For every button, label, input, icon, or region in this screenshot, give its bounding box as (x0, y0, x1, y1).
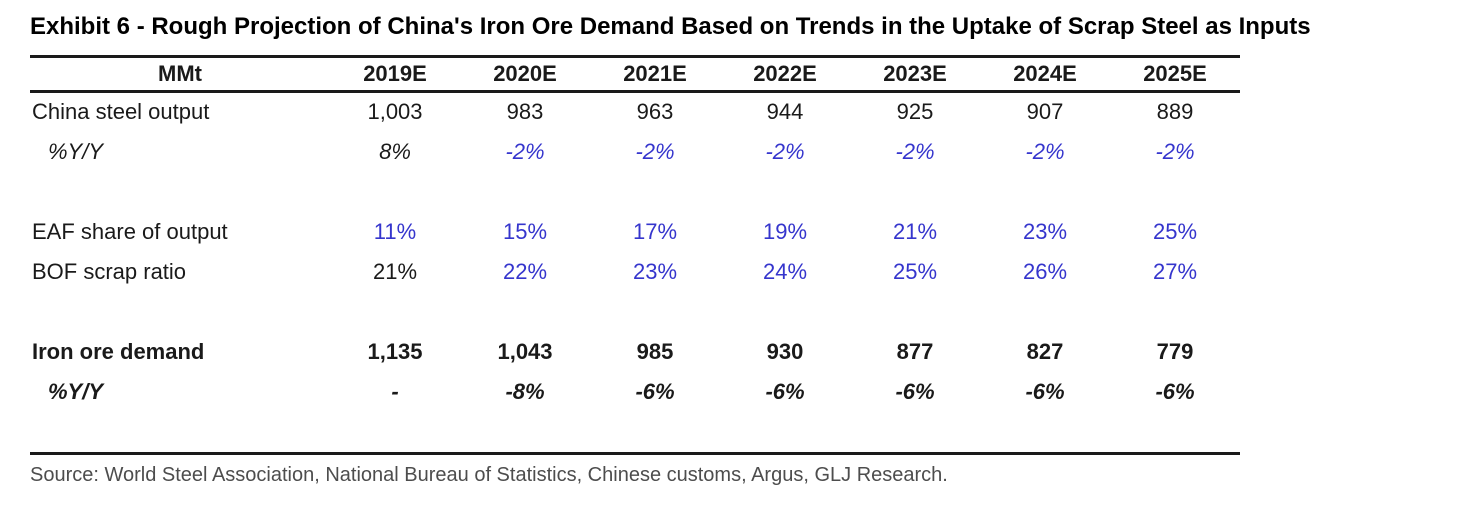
table-cell: 22% (502, 258, 548, 284)
column-header-2022e: 2022E (753, 61, 817, 86)
table-cell: -6% (765, 378, 805, 404)
column-header-2023e: 2023E (883, 61, 947, 86)
row-label: EAF share of output (32, 218, 228, 244)
table-cell: 26% (1022, 258, 1068, 284)
table-cell: 983 (506, 99, 544, 125)
table-cell: -6% (1025, 378, 1065, 404)
column-header-2024e: 2024E (1013, 61, 1077, 86)
table-cell: 21% (372, 258, 418, 284)
unit-header: MMt (158, 61, 202, 86)
table-cell: 17% (632, 218, 678, 244)
table-row-iron-ore-yoy: %Y/Y - -8% -6% -6% -6% -6% -6% (30, 372, 1240, 412)
table-cell: 779 (1156, 338, 1194, 364)
table-row-iron-ore-demand: Iron ore demand 1,135 1,043 985 930 877 … (30, 332, 1240, 372)
table-row-steel-output-yoy: %Y/Y 8% -2% -2% -2% -2% -2% -2% (30, 132, 1240, 172)
table-cell: 907 (1026, 99, 1064, 125)
table-cell: 877 (896, 338, 934, 364)
spacer-row (30, 292, 1240, 332)
table-cell: 27% (1152, 258, 1198, 284)
table-cell: 23% (632, 258, 678, 284)
table-cell: 25% (892, 258, 938, 284)
column-header-2021e: 2021E (623, 61, 687, 86)
table-cell: - (391, 378, 399, 404)
source-note: Source: World Steel Association, Nationa… (30, 464, 948, 486)
table-cell: -6% (635, 378, 675, 404)
projection-table: MMt 2019E 2020E 2021E 2022E 2023E 2024E … (30, 55, 1240, 412)
table-row-bof-scrap-ratio: BOF scrap ratio 21% 22% 23% 24% 25% 26% … (30, 252, 1240, 292)
table-cell: 827 (1026, 338, 1064, 364)
table-cell: 19% (762, 218, 808, 244)
table-cell: 1,135 (367, 338, 423, 364)
column-header-2020e: 2020E (493, 61, 557, 86)
table-cell: 15% (502, 218, 548, 244)
row-label: BOF scrap ratio (32, 258, 187, 284)
table-cell: -2% (765, 138, 805, 164)
row-label: %Y/Y (48, 138, 104, 164)
table-cell: 985 (636, 338, 674, 364)
table-cell: 11% (373, 218, 417, 244)
table-cell: 24% (762, 258, 808, 284)
table-cell: 925 (896, 99, 934, 125)
header-row: MMt 2019E 2020E 2021E 2022E 2023E 2024E … (30, 56, 1240, 92)
table-cell: -2% (895, 138, 935, 164)
table-cell: 944 (766, 99, 804, 125)
table-cell: -6% (1155, 378, 1195, 404)
table-cell: -2% (1155, 138, 1195, 164)
row-label: Iron ore demand (32, 338, 205, 364)
column-header-2025e: 2025E (1143, 61, 1207, 86)
table-cell: 889 (1156, 99, 1194, 125)
exhibit-title: Exhibit 6 - Rough Projection of China's … (30, 13, 1311, 40)
table-cell: 930 (766, 338, 804, 364)
table-cell: -6% (895, 378, 935, 404)
row-label: %Y/Y (48, 378, 104, 404)
table-row-china-steel-output: China steel output 1,003 983 963 944 925… (30, 92, 1240, 132)
table-cell: -8% (505, 378, 545, 404)
table-row-eaf-share: EAF share of output 11% 15% 17% 19% 21% … (30, 212, 1240, 252)
table-cell: 21% (892, 218, 938, 244)
spacer-row (30, 172, 1240, 212)
table-cell: 1,043 (497, 338, 553, 364)
table-cell: 8% (379, 138, 411, 164)
table-bottom-rule (30, 452, 1240, 455)
column-header-2019e: 2019E (363, 61, 427, 86)
table-cell: 963 (636, 99, 674, 125)
table-cell: 25% (1152, 218, 1198, 244)
table-cell: -2% (505, 138, 545, 164)
table-cell: 23% (1022, 218, 1068, 244)
table-cell: -2% (1025, 138, 1065, 164)
table-cell: 1,003 (367, 99, 423, 125)
row-label: China steel output (32, 99, 210, 125)
table-cell: -2% (635, 138, 675, 164)
